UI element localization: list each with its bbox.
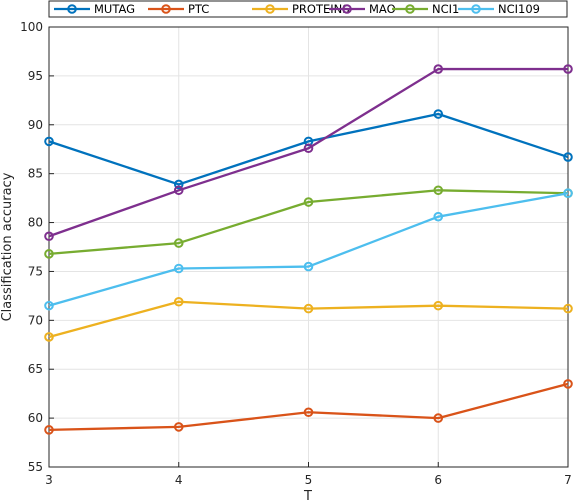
legend-swatch-marker (405, 4, 415, 14)
legend-label: NCI1 (432, 2, 459, 16)
data-point (44, 332, 54, 342)
y-tick-label: 100 (20, 20, 43, 34)
data-point (173, 238, 184, 248)
data-point (563, 152, 573, 162)
x-axis-label: T (303, 489, 312, 503)
series-line (48, 67, 568, 238)
legend-item: MUTAG (54, 2, 135, 16)
data-point (563, 303, 573, 314)
axes-box (48, 26, 569, 468)
data-point (433, 413, 444, 423)
y-tick-label: 95 (28, 69, 43, 83)
series-line (48, 192, 569, 307)
y-tick-label: 55 (28, 460, 43, 474)
series-nci109 (44, 188, 573, 311)
data-point (433, 300, 444, 311)
data-point (44, 136, 54, 147)
data-point (563, 64, 573, 74)
legend-label: PTC (188, 2, 209, 16)
legend: MUTAG PTC PROTEINS MAO NCI1 NCI109 (48, 0, 568, 18)
data-point (173, 179, 184, 190)
y-tick-label: 80 (28, 216, 43, 230)
series-proteins (44, 296, 573, 342)
x-tick-label: 3 (45, 473, 53, 487)
y-tick-label: 75 (28, 264, 43, 278)
x-tick-label: 4 (175, 473, 183, 487)
data-point (44, 425, 54, 435)
series-mao (44, 64, 573, 242)
series-ptc (44, 379, 573, 435)
legend-item: PTC (148, 2, 209, 16)
data-point (44, 249, 54, 259)
legend-swatch-marker (265, 4, 275, 14)
legend-swatch-marker (161, 4, 171, 14)
data-point (433, 64, 444, 74)
data-point (173, 185, 184, 196)
data-point (44, 300, 54, 311)
x-tick-label: 7 (564, 473, 572, 487)
legend-label: NCI109 (498, 2, 540, 16)
y-axis-label: Classification accuracy (0, 172, 15, 321)
y-tick-label: 85 (28, 167, 43, 181)
legend-item: MAO (329, 2, 396, 16)
data-point (303, 143, 314, 154)
data-point (173, 422, 184, 432)
legend-box (48, 0, 568, 18)
series-line (48, 382, 569, 431)
x-tick-label: 6 (434, 473, 442, 487)
data-point (563, 188, 573, 199)
y-tick-label: 90 (28, 118, 43, 132)
y-tick-label: 70 (28, 313, 43, 327)
data-point (433, 211, 444, 222)
data-point (173, 296, 184, 307)
axes (48, 26, 569, 468)
series-line (48, 300, 569, 339)
legend-swatch-marker (67, 4, 77, 14)
data-point (173, 263, 184, 274)
data-point (563, 379, 573, 389)
data-point (433, 185, 444, 196)
legend-item: NCI1 (392, 2, 459, 16)
series-group (44, 64, 573, 435)
legend-label: MUTAG (94, 2, 135, 16)
legend-swatch-marker (342, 4, 352, 14)
data-point (303, 407, 314, 418)
legend-item: PROTEINS (252, 2, 350, 16)
data-point (433, 109, 444, 119)
y-tick-label: 65 (28, 362, 43, 376)
data-point (303, 303, 314, 314)
legend-swatch-marker (471, 4, 481, 14)
data-point (303, 261, 314, 272)
data-point (44, 231, 54, 242)
series-line (48, 112, 569, 186)
legend-label: MAO (369, 2, 396, 16)
series-line (48, 189, 569, 255)
x-tick-label: 5 (305, 473, 313, 487)
legend-item: NCI109 (458, 2, 540, 16)
data-point (303, 197, 314, 207)
tick-labels: 3 4 5 6 7 55 60 65 70 75 80 85 90 95 100 (20, 20, 572, 487)
y-tick-label: 60 (28, 411, 43, 425)
legend-label: PROTEINS (292, 2, 350, 16)
